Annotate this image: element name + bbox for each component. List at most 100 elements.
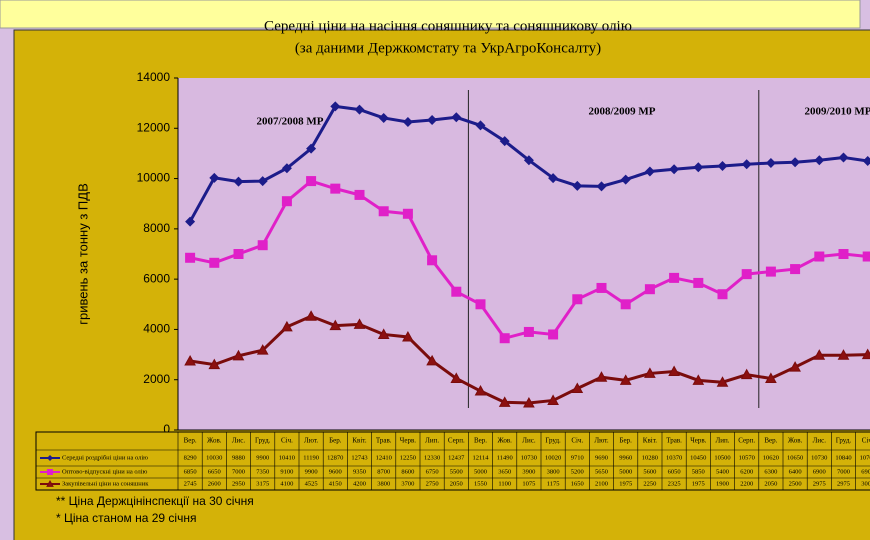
table-cell: 1975 [692,480,705,487]
marker [281,196,292,207]
marker [209,257,220,268]
table-cell: 2200 [740,480,753,487]
marker [47,455,53,461]
table-cell: 9960 [619,454,632,461]
table-cell: 1075 [522,480,535,487]
table-header: Бер. [620,437,633,445]
table-cell: 10730 [521,454,537,461]
marker [185,216,196,227]
marker [209,172,220,183]
table-cell: 7000 [232,468,245,475]
table-cell: 11490 [497,454,513,461]
table-cell: 10410 [279,454,295,461]
top-banner [0,0,861,29]
table-header: Груд. [836,437,852,445]
y-tick-label: 14000 [137,70,171,84]
marker [475,299,486,310]
table-cell: 6300 [764,468,777,475]
marker [547,394,559,405]
table-cell: 10700 [860,454,870,461]
table-header: Серп. [738,437,755,445]
table-cell: 12114 [472,454,489,461]
table-cell: 12330 [424,454,440,461]
legend-label: Оптово-відпускні ціни на олію [62,468,148,475]
y-tick-label: 8000 [143,221,170,235]
marker [451,112,462,123]
table-cell: 2050 [764,480,777,487]
table-cell: 8290 [184,454,197,461]
marker [740,368,753,380]
marker [765,157,776,168]
chart-title: Середні ціни на насіння соняшнику та сон… [264,18,632,34]
table-cell: 9600 [329,468,342,475]
y-tick-label: 4000 [143,322,170,336]
table-cell: 2975 [813,480,826,487]
marker [499,136,510,147]
table-cell: 5000 [619,468,632,475]
marker [523,396,535,408]
table-cell: 5600 [643,468,656,475]
table-cell: 10650 [787,454,803,461]
marker [377,328,390,339]
table-cell: 10620 [763,454,779,461]
table-header: Жов. [788,437,803,445]
marker [233,176,244,187]
marker [450,372,463,383]
marker [233,249,244,259]
table-header: Трав. [376,437,392,445]
period-label: 2009/2010 МР [805,106,870,118]
marker [353,318,366,329]
marker [378,206,389,217]
marker [620,299,631,310]
marker [548,173,559,184]
marker [427,114,438,125]
marker [814,251,825,262]
table-cell: 2750 [426,480,439,487]
marker [862,251,870,262]
y-tick-label: 2000 [143,372,170,386]
marker [814,155,825,166]
table-header: Вер. [474,437,487,445]
table-cell: 12743 [351,454,367,461]
table-cell: 4525 [305,480,318,487]
table-cell: 9900 [305,468,318,475]
table-cell: 11190 [303,454,319,461]
marker [330,183,341,194]
table-header: Січ. [281,437,293,445]
marker [717,161,728,171]
table-cell: 1650 [571,480,584,487]
marker [46,479,54,487]
marker [378,112,389,123]
marker [862,155,870,166]
table-cell: 4150 [329,480,342,487]
marker [329,319,342,331]
table-cell: 5200 [571,468,584,475]
table-cell: 7000 [837,468,850,475]
chart-subtitle: (за даними Держкомстату та УкрАгроКонсал… [295,40,601,56]
table-cell: 5000 [474,468,487,475]
table-cell: 2600 [208,480,221,487]
y-tick-label: 10000 [137,171,171,185]
marker [838,152,849,163]
table-cell: 10500 [714,454,730,461]
table-header: Трав. [666,437,682,445]
table-cell: 3800 [547,468,560,475]
table-cell: 6850 [184,468,197,475]
marker [644,166,655,177]
table-cell: 12437 [448,454,465,461]
marker [330,101,341,112]
table-cell: 3175 [256,480,269,487]
marker [838,249,849,259]
marker [499,333,510,344]
table-header: Лис. [522,437,536,445]
marker [790,264,801,275]
period-label: 2008/2009 МР [589,106,656,118]
table-header: Черв. [690,437,706,445]
marker [716,376,729,387]
marker [498,396,511,407]
y-axis-label: гривень за тонну з ПДВ [75,183,90,325]
footnote: * Ціна станом на 29 січня [56,511,196,525]
table-cell: 2975 [837,480,850,487]
marker [451,286,462,297]
table-cell: 10570 [739,454,755,461]
